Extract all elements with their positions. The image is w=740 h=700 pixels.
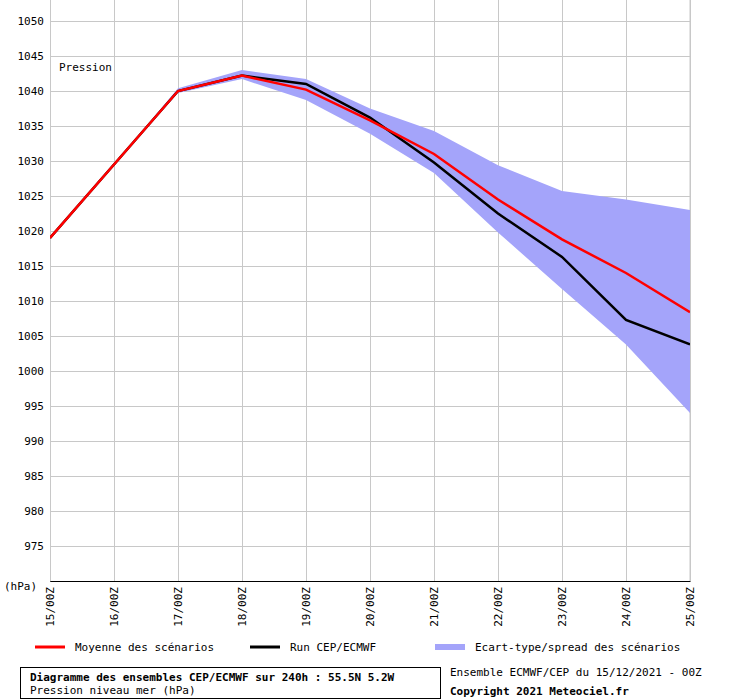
legend-item: Ecart-type/spread des scénarios <box>435 641 680 654</box>
x-tick-label: 19/00Z <box>300 587 313 627</box>
x-tick-label: 20/00Z <box>364 587 377 627</box>
y-tick-label: 1025 <box>18 190 45 203</box>
x-grid-line <box>562 0 563 581</box>
y-axis: 975 980 985 990 995 1000 1005 1010 1015 1020 1025 1… <box>18 1 691 582</box>
subtitle: Pression niveau mer (hPa) <box>30 684 196 697</box>
x-tick-label: 25/00Z <box>684 587 697 627</box>
x-tick-label: 23/00Z <box>556 587 569 627</box>
spread-area <box>50 70 690 413</box>
x-tick-label: 21/00Z <box>428 587 441 627</box>
x-tick-label: 24/00Z <box>620 587 633 627</box>
y-tick-label: 1010 <box>18 295 45 308</box>
y-axis-title: (hPa) <box>4 580 37 593</box>
x-grid-line <box>690 0 691 581</box>
plot-background <box>50 0 690 581</box>
y-tick: 1045 <box>18 50 691 63</box>
x-tick: 23/00Z <box>556 0 569 627</box>
legend-item: Run CEP/ECMWF <box>250 641 376 654</box>
y-tick-label: 990 <box>24 435 44 448</box>
legend-label: Moyenne des scénarios <box>75 641 214 654</box>
y-tick-label: 1050 <box>18 15 45 28</box>
y-axis-line <box>50 1 51 582</box>
x-tick-label: 15/00Z <box>44 587 57 627</box>
y-tick-label: 1030 <box>18 155 45 168</box>
x-axis: 15/00Z 16/00Z 17/00Z 18/00Z 19/00Z 20/00Z 21/0… <box>44 0 697 627</box>
y-tick: 1040 <box>18 85 691 98</box>
y-tick-label: 1040 <box>18 85 45 98</box>
x-axis-line <box>51 581 691 582</box>
y-tick: 985 <box>24 470 690 483</box>
x-grid-line <box>434 0 435 581</box>
y-tick: 1030 <box>18 155 691 168</box>
legend-label: Run CEP/ECMWF <box>290 641 376 654</box>
y-tick: 995 <box>24 400 690 413</box>
y-tick-label: 995 <box>24 400 44 413</box>
title: Diagramme des ensembles CEP/ECMWF sur 24… <box>30 671 395 684</box>
x-tick-label: 17/00Z <box>172 587 185 627</box>
x-grid-line <box>50 0 51 581</box>
x-tick: 16/00Z <box>108 0 121 627</box>
legend-swatch <box>435 644 465 650</box>
credit: Ensemble ECMWF/CEP du 15/12/2021 - 00Z <box>450 666 702 679</box>
x-tick-label: 22/00Z <box>492 587 505 627</box>
series-line <box>50 76 690 345</box>
y-tick-label: 1005 <box>18 330 45 343</box>
y-tick-label: 1015 <box>18 260 45 273</box>
y-tick: 975 <box>24 540 690 553</box>
credit: Copyright 2021 Meteociel.fr <box>450 685 629 698</box>
legend: Moyenne des scénarios Run CEP/ECMWF Ecart-… <box>35 641 680 654</box>
y-tick: 990 <box>24 435 690 448</box>
data-layer <box>50 70 690 413</box>
x-tick: 21/00Z <box>428 0 441 627</box>
x-tick-label: 18/00Z <box>236 587 249 627</box>
x-tick: 18/00Z <box>236 0 249 627</box>
y-tick-label: 975 <box>24 540 44 553</box>
y-tick-label: 985 <box>24 470 44 483</box>
x-grid-line <box>114 0 115 581</box>
y-tick-label: 1000 <box>18 365 45 378</box>
x-grid-line <box>178 0 179 581</box>
legend-swatch <box>250 646 280 649</box>
x-tick: 22/00Z <box>492 0 505 627</box>
x-tick: 15/00Z <box>44 0 57 627</box>
title-box <box>21 668 441 699</box>
x-tick-label: 16/00Z <box>108 587 121 627</box>
y-tick-label: 1035 <box>18 120 45 133</box>
y-tick-label: 1020 <box>18 225 45 238</box>
chart: 9759809859909951000100510101015102010251… <box>0 0 740 700</box>
annotation: Pression <box>59 61 112 74</box>
x-grid-line <box>370 0 371 581</box>
y-tick: 1005 <box>18 330 691 343</box>
y-tick: 1050 <box>18 15 691 28</box>
x-grid-line <box>498 0 499 581</box>
x-grid-line <box>242 0 243 581</box>
y-tick: 1000 <box>18 365 691 378</box>
y-tick-label: 1045 <box>18 50 45 63</box>
legend-swatch <box>35 646 65 649</box>
series-line <box>50 76 690 313</box>
legend-label: Ecart-type/spread des scénarios <box>475 641 680 654</box>
x-tick: 20/00Z <box>364 0 377 627</box>
y-tick-label: 980 <box>24 505 44 518</box>
legend-item: Moyenne des scénarios <box>35 641 214 654</box>
y-tick: 980 <box>24 505 690 518</box>
